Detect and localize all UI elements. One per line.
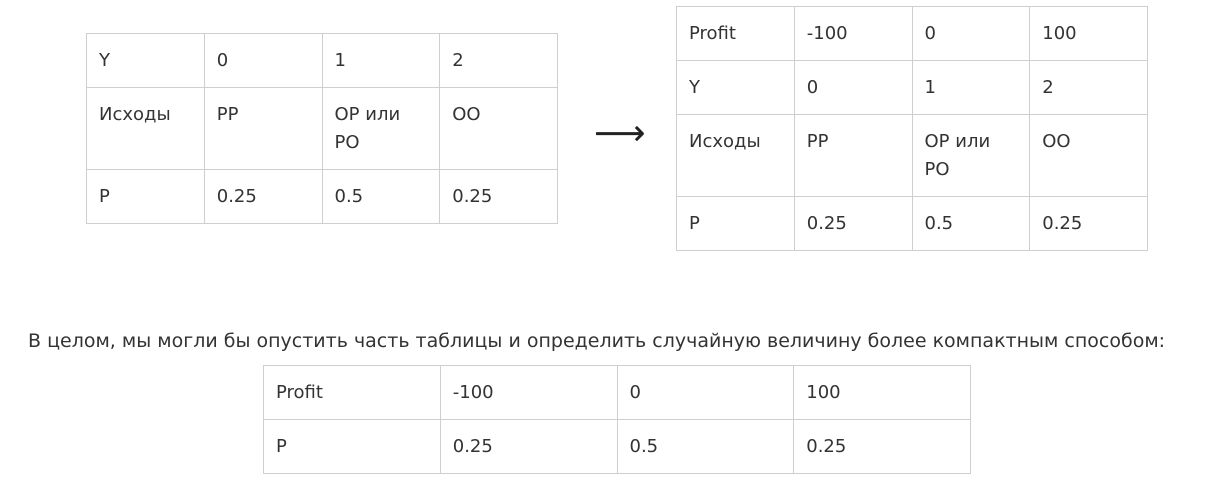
table-cell: P: [676, 196, 795, 251]
table-row: P 0.25 0.5 0.25: [86, 169, 558, 224]
right-arrow-icon: ⟶: [594, 113, 646, 154]
table-cell: РР: [793, 114, 913, 197]
compact-profit-table: Profit -100 0 100 P 0.25 0.5 0.25: [263, 365, 971, 474]
table-cell: 100: [1029, 6, 1148, 61]
table-cell: P: [263, 419, 441, 474]
table-cell: Исходы: [86, 87, 205, 170]
table-cell: 0: [911, 6, 1031, 61]
table-cell: 0.25: [793, 196, 913, 251]
table-row: Y 0 1 2: [676, 60, 1148, 115]
table-cell: -100: [793, 6, 913, 61]
table-cell: 0: [616, 365, 795, 420]
outcomes-table: Y 0 1 2 Исходы РР ОР или РО ОО P 0.25 0.…: [86, 33, 558, 224]
table-cell: -100: [439, 365, 618, 420]
table-cell: P: [86, 169, 205, 224]
table-cell: 0.5: [616, 419, 795, 474]
table-cell: 0: [793, 60, 913, 115]
table-cell: ОО: [439, 87, 558, 170]
table-row: Y 0 1 2: [86, 33, 558, 88]
table-cell: 100: [793, 365, 971, 420]
table-cell: 0.25: [439, 419, 618, 474]
body-paragraph: В целом, мы могли бы опустить часть табл…: [28, 330, 1166, 352]
table-row: Исходы РР ОР или РО ОО: [676, 114, 1148, 197]
table-row: P 0.25 0.5 0.25: [263, 419, 971, 474]
table-cell: Profit: [263, 365, 441, 420]
table-cell: 0.25: [439, 169, 558, 224]
table-cell: 0.25: [1029, 196, 1148, 251]
table-cell: 0.25: [793, 419, 971, 474]
table-cell: 0.25: [203, 169, 323, 224]
table-cell: РР: [203, 87, 323, 170]
table-cell: 2: [439, 33, 558, 88]
table-row: Profit -100 0 100: [263, 365, 971, 420]
table-cell: 0.5: [321, 169, 441, 224]
table-cell: 0: [203, 33, 323, 88]
table-cell: ОО: [1029, 114, 1148, 197]
table-cell: Y: [86, 33, 205, 88]
table-cell: Profit: [676, 6, 795, 61]
profit-outcomes-table: Profit -100 0 100 Y 0 1 2 Исходы РР ОР и…: [676, 6, 1148, 251]
table-cell: ОР или РО: [321, 87, 441, 170]
table-cell: 1: [321, 33, 441, 88]
table-row: Исходы РР ОР или РО ОО: [86, 87, 558, 170]
table-cell: Исходы: [676, 114, 795, 197]
table-row: P 0.25 0.5 0.25: [676, 196, 1148, 251]
table-cell: Y: [676, 60, 795, 115]
table-cell: ОР или РО: [911, 114, 1031, 197]
table-cell: 1: [911, 60, 1031, 115]
table-cell: 2: [1029, 60, 1148, 115]
table-cell: 0.5: [911, 196, 1031, 251]
table-row: Profit -100 0 100: [676, 6, 1148, 61]
